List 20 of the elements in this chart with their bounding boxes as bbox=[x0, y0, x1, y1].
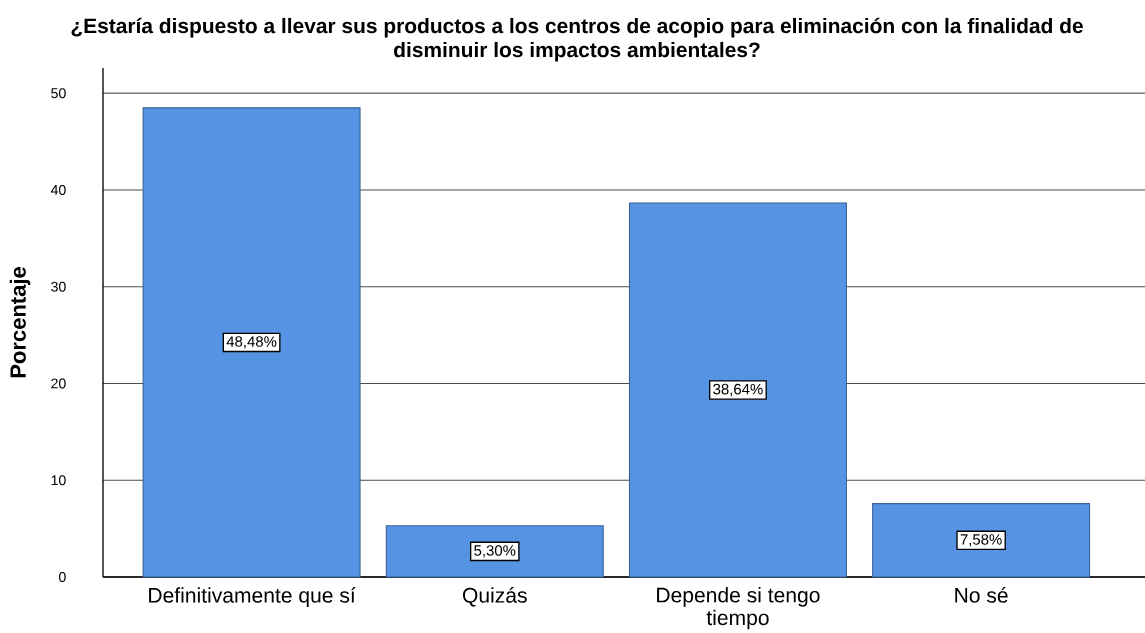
y-tick-label: 0 bbox=[58, 572, 66, 583]
bar bbox=[628, 202, 847, 578]
y-tick-label: 40 bbox=[50, 184, 66, 195]
x-tick-label: Quizás bbox=[462, 587, 527, 607]
bar bbox=[385, 525, 604, 578]
data-label: 38,64% bbox=[713, 383, 763, 397]
x-tick-label: No sé bbox=[955, 587, 1008, 603]
x-tick-label: Definitivamente que sí bbox=[149, 587, 356, 607]
bar bbox=[872, 503, 1091, 578]
data-label: 48,48% bbox=[226, 336, 277, 349]
y-axis-title: Porcentaje bbox=[9, 267, 31, 378]
y-tick-label: 50 bbox=[51, 88, 66, 99]
data-label: 7,58% bbox=[960, 534, 1002, 547]
x-tick-label: Depende si tengo tiempo bbox=[657, 587, 820, 630]
data-label: 5,30% bbox=[474, 545, 516, 558]
bar bbox=[142, 107, 361, 578]
y-tick-label: 20 bbox=[51, 378, 66, 389]
y-tick-label: 10 bbox=[51, 475, 66, 486]
y-tick-label: 30 bbox=[51, 281, 66, 292]
chart-title: ¿Estaría dispuesto a llevar sus productos a los centros de acopio para eliminación con la finalidad de disminuir los impactos ambientales? bbox=[71, 17, 1083, 62]
